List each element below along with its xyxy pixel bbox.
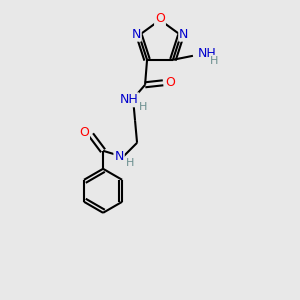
Text: O: O — [165, 76, 175, 89]
Text: O: O — [155, 13, 165, 26]
Text: O: O — [79, 126, 89, 139]
Text: NH: NH — [120, 93, 138, 106]
Text: H: H — [210, 56, 218, 66]
Text: H: H — [126, 158, 134, 168]
Text: N: N — [131, 28, 141, 41]
Text: N: N — [114, 150, 124, 163]
Text: H: H — [139, 102, 147, 112]
Text: NH: NH — [198, 47, 217, 60]
Text: N: N — [179, 28, 189, 41]
